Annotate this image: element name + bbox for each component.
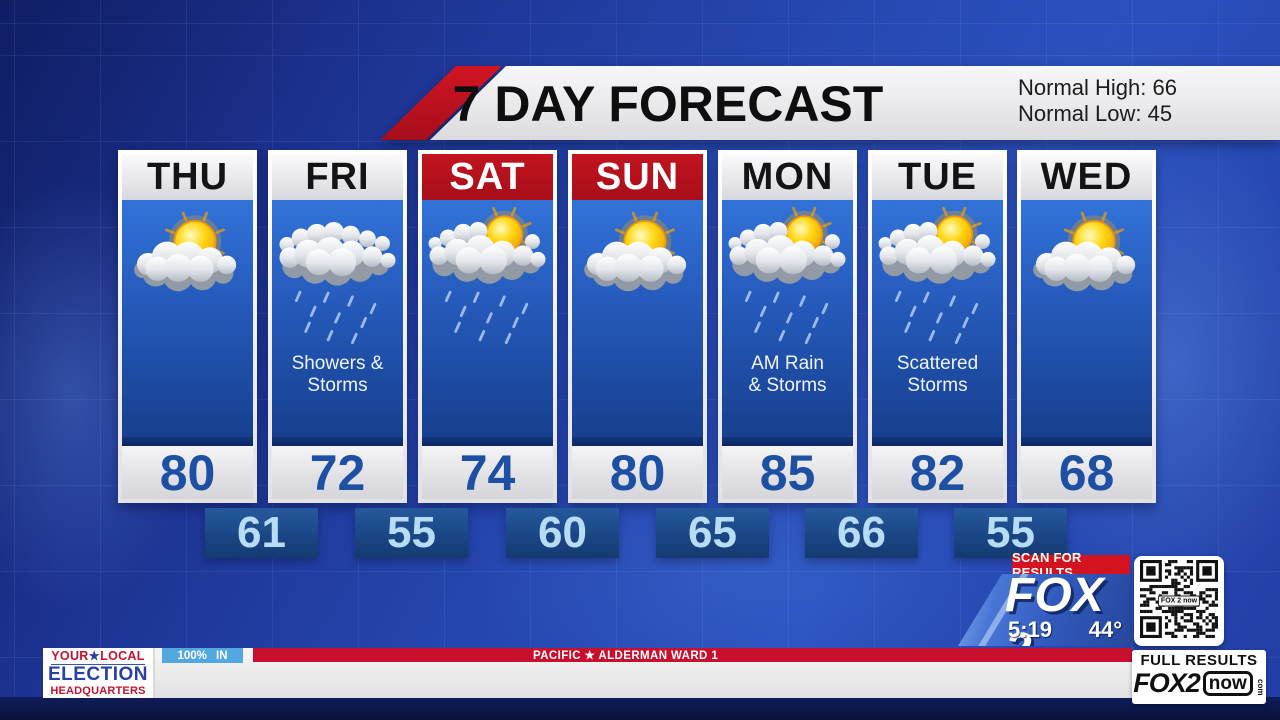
high-temp: 74 (422, 445, 553, 501)
banner-background (430, 66, 1280, 140)
full-results-label: FULL RESULTS (1140, 652, 1258, 669)
high-temp: 80 (572, 445, 703, 501)
column-divider-strip (422, 437, 553, 446)
sun-clouds-rain-icon (722, 202, 853, 352)
column-divider-strip (1021, 437, 1152, 446)
ticker-bottom-bar (0, 697, 1280, 720)
column-divider-strip (722, 437, 853, 446)
day-header: FRI (272, 154, 403, 200)
sun-cloud-icon (1021, 202, 1152, 352)
low-temp: 65 (656, 508, 769, 558)
high-temp: 82 (872, 445, 1003, 501)
sun-cloud-icon (572, 202, 703, 352)
scan-for-results-banner: SCAN FOR RESULTS (1012, 550, 1130, 580)
day-column: MON AM Rain & Storms 85 (718, 150, 857, 503)
sun-cloud-icon (122, 202, 253, 352)
high-temp: 85 (722, 445, 853, 501)
condition-text (1017, 353, 1156, 375)
day-header: SUN (572, 154, 703, 200)
day-body (572, 200, 703, 437)
day-column: THU 80 (118, 150, 257, 503)
page-title: 7 DAY FORECAST (452, 76, 884, 132)
condition-text (568, 353, 707, 375)
sun-clouds-rain-icon (872, 202, 1003, 352)
day-body (122, 200, 253, 437)
normal-temps: Normal High: 66 Normal Low: 45 (1018, 75, 1177, 127)
high-temp: 72 (272, 445, 403, 501)
day-column: SAT 74 (418, 150, 557, 503)
sun-clouds-rain-icon (422, 202, 553, 352)
station-bug-panel: FOX 2 5:19 44° (958, 574, 1132, 646)
condition-text (418, 353, 557, 375)
normal-high-text: Normal High: 66 (1018, 75, 1177, 100)
day-header: MON (722, 154, 853, 200)
low-temp: 60 (506, 508, 619, 558)
day-header: TUE (872, 154, 1003, 200)
day-header: SAT (422, 154, 553, 200)
low-temp: 61 (205, 508, 318, 558)
qr-center-label: FOX 2 now (1157, 595, 1201, 607)
day-column: SUN 80 (568, 150, 707, 503)
day-body: AM Rain & Storms (722, 200, 853, 437)
election-logo-line3: HEADQUARTERS (50, 684, 146, 697)
fox2now-logo: FOX2 now com (1133, 668, 1265, 698)
column-divider-strip (572, 437, 703, 446)
day-column: FRI Showers & Storms 72 (268, 150, 407, 503)
day-header: WED (1021, 154, 1152, 200)
qr-pattern (1140, 559, 1218, 643)
clouds-rain-icon (272, 202, 403, 352)
column-divider-strip (122, 437, 253, 446)
high-temp: 68 (1021, 445, 1152, 501)
race-title-strip: PACIFIC ★ ALDERMAN WARD 1 (253, 648, 1132, 662)
condition-text: AM Rain & Storms (748, 353, 827, 396)
day-header: THU (122, 154, 253, 200)
time-temp-row: 5:19 44° (1008, 617, 1122, 643)
election-logo-line1: YOUR★LOCAL (51, 648, 145, 665)
clock-time: 5:19 (1008, 617, 1053, 642)
low-temp: 55 (954, 508, 1067, 558)
fox2-logo: FOX 2 (1005, 569, 1104, 646)
day-body: Showers & Storms (272, 200, 403, 437)
condition-text (118, 353, 257, 375)
column-divider-strip (272, 437, 403, 446)
condition-text: Scattered Storms (896, 353, 979, 396)
low-temp: 66 (805, 508, 918, 558)
star-icon: ★ (88, 648, 101, 663)
high-temp: 80 (122, 445, 253, 501)
day-column: WED 68 (1017, 150, 1156, 503)
day-body (1021, 200, 1152, 437)
forecast-header-banner: 7 DAY FORECAST Normal High: 66 Normal Lo… (378, 66, 1280, 140)
normal-low-text: Normal Low: 45 (1018, 101, 1173, 126)
condition-text: Showers & Storms (291, 353, 384, 396)
column-divider-strip (872, 437, 1003, 446)
qr-code: FOX 2 now (1134, 556, 1224, 646)
low-temp: 55 (355, 508, 468, 558)
election-logo-line2: ELECTION (47, 663, 149, 685)
full-results-box: FULL RESULTS FOX2 now com (1132, 650, 1266, 704)
election-headquarters-logo: YOUR★LOCAL ELECTION HEADQUARTERS (43, 648, 155, 698)
current-temp: 44° (1088, 617, 1122, 642)
day-body: Scattered Storms (872, 200, 1003, 437)
percent-reporting-badge: 100% IN (162, 648, 243, 663)
day-body (422, 200, 553, 437)
day-column: TUE Scattered Storms 82 (868, 150, 1007, 503)
